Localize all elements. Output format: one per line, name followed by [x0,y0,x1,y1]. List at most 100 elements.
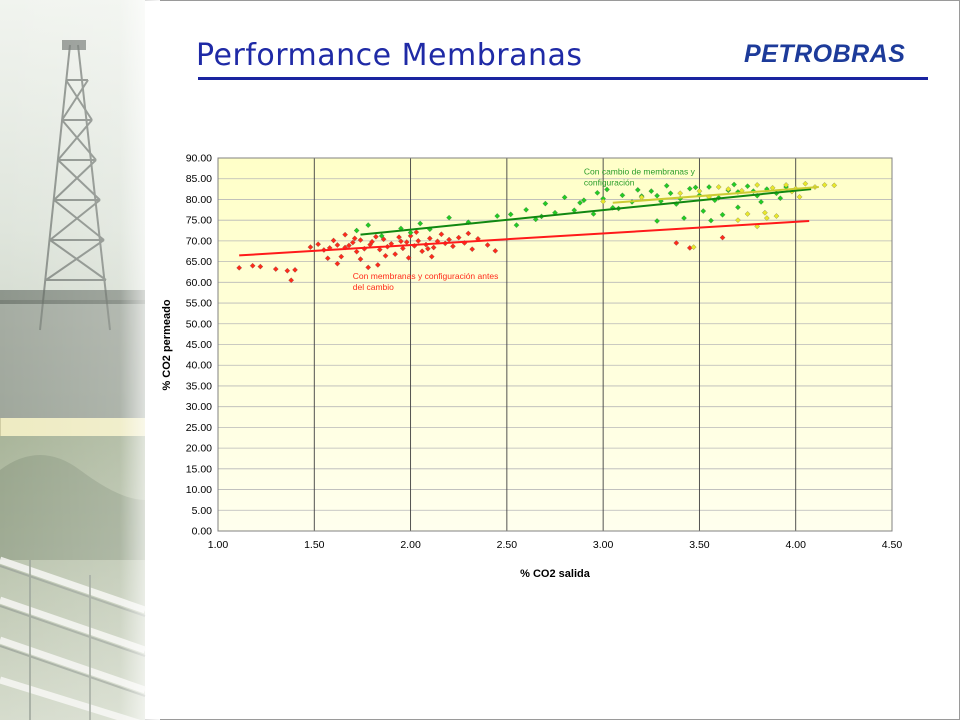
data-point [396,234,402,240]
data-point [365,222,372,228]
y-tick-label: 45.00 [186,339,212,351]
trendline [360,188,812,236]
data-point [673,240,680,246]
y-tick-labels: 0.00 5.00 10.00 15.00 20.00 25.00 30.00 35.00 40… [186,153,212,538]
x-tick-label: 4.50 [882,539,903,551]
data-point [438,231,445,238]
y-tick-label: 85.00 [186,173,212,185]
x-axis-label: % CO2 salida [520,568,591,580]
data-point [744,183,751,189]
data-point [484,242,491,248]
data-point [777,195,784,202]
data-point [288,277,294,284]
data-point [686,185,693,192]
data-point [413,229,420,235]
data-point [754,223,761,230]
data-point [507,211,514,218]
data-point [415,238,422,244]
y-tick-label: 60.00 [186,277,212,289]
data-point [654,192,660,199]
data-point [427,235,433,242]
data-point [357,256,364,262]
data-point [594,190,601,196]
data-point [681,215,687,221]
data-point [667,190,674,197]
data-point [307,244,314,250]
data-point [692,184,699,191]
data-point [292,267,298,273]
data-point [762,209,768,216]
data-point [700,208,707,214]
y-tick-label: 10.00 [186,484,212,496]
y-axis-label: % CO2 permeado [161,299,173,390]
data-point [648,188,655,194]
data-point [417,220,424,227]
data-point [754,182,761,188]
data-point [758,199,764,205]
annotation-text: del cambio [353,282,394,292]
annotation-text: Con cambio de membranas y [584,167,696,177]
data-point [561,194,568,201]
data-point [249,262,256,269]
data-point [690,244,697,250]
data-point [272,266,279,272]
data-point [349,239,356,246]
x-tick-label: 4.00 [785,539,806,551]
data-point [492,248,499,254]
y-tick-label: 30.00 [186,401,212,413]
data-point [802,180,809,187]
trendline [239,219,810,257]
data-point [315,241,321,248]
data-point [719,234,726,241]
x-tick-label: 2.50 [497,539,518,551]
data-point [821,182,828,188]
data-point [634,187,641,193]
data-point [735,217,741,223]
data-point [351,235,358,242]
trendlines [239,186,819,257]
data-point [654,218,660,224]
data-point [373,233,379,240]
x-tick-label: 3.50 [689,539,710,551]
data-point [796,194,803,200]
y-tick-label: 20.00 [186,443,212,455]
y-tick-label: 70.00 [186,235,212,247]
data-point [382,252,389,259]
y-tick-label: 35.00 [186,380,212,392]
data-point [365,264,372,271]
data-point [419,248,425,255]
y-tick-label: 75.00 [186,215,212,227]
data-point [513,222,520,228]
annotation-text: Con membranas y configuración antes [353,271,499,281]
data-point [455,234,462,241]
data-point [353,227,360,234]
data-point [696,188,703,194]
data-point [334,260,341,267]
data-point [425,245,431,252]
title-underline [198,77,928,80]
data-point [677,190,683,197]
data-point [334,242,341,248]
scatter-chart: 0.00 5.00 10.00 15.00 20.00 25.00 30.00 35.00 40… [161,153,903,581]
data-point [773,213,780,219]
data-point [342,231,348,238]
data-point [375,262,381,268]
data-point [357,237,364,243]
data-point [446,214,452,221]
data-point [465,230,472,237]
data-point [764,215,770,221]
x-tick-labels: 1.00 1.50 2.00 2.50 3.00 3.50 4.00 4.50 [208,539,903,551]
trendline [612,186,819,204]
data-point [378,233,385,239]
y-tick-label: 50.00 [186,318,212,330]
data-point [731,181,737,188]
data-point [450,243,456,250]
oil-rig-pipeline-photo [0,0,160,720]
y-tick-label: 90.00 [186,153,212,165]
data-point [376,246,383,253]
data-point [407,229,414,236]
petrobras-logo: PETROBRAS [744,40,906,68]
data-point [725,186,732,192]
data-point [392,251,398,257]
plot-border [217,157,893,532]
